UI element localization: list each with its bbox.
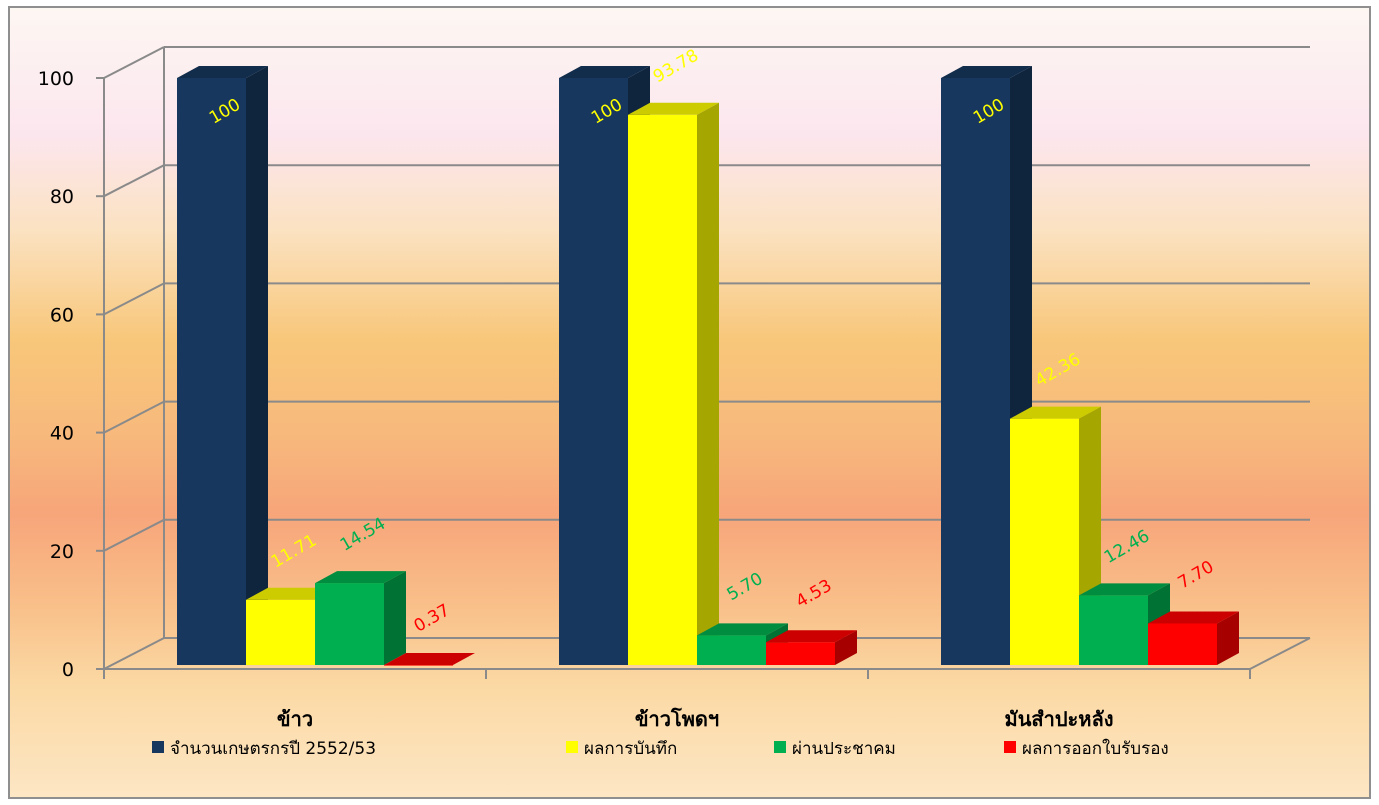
bar: [628, 114, 697, 666]
bar-side: [384, 571, 406, 665]
y-tick-label: 40: [50, 423, 74, 445]
data-label: 11.71: [268, 531, 320, 573]
x-tick-label: มันสำปะหลัง: [1005, 707, 1114, 731]
bar: [766, 642, 835, 665]
legend-swatch: [152, 741, 164, 753]
data-label: 12.46: [1101, 526, 1153, 568]
y-tick-label: 0: [62, 659, 74, 681]
bar-top: [941, 66, 1032, 78]
x-tick-label: ข้าวโพดฯ: [635, 707, 719, 731]
bar-top: [1148, 611, 1239, 624]
legend-label: ผลการออกใบรับรอง: [1022, 738, 1169, 759]
bar-top: [559, 66, 650, 78]
bar: [697, 635, 766, 665]
bar-top: [246, 587, 337, 600]
floor-edge: [1249, 637, 1311, 670]
bar: [384, 665, 453, 666]
data-label: 93.78: [650, 46, 702, 88]
bar: [1010, 418, 1079, 665]
bar-side: [1217, 611, 1239, 665]
bar: [1148, 623, 1217, 665]
bars-layer: [177, 66, 1239, 666]
bar: [177, 78, 246, 665]
legend-swatch: [774, 741, 786, 753]
bar-top: [177, 66, 268, 78]
x-tick-label: ข้าว: [277, 707, 313, 731]
gridline-side: [103, 518, 165, 552]
legend-label: ผ่านประชาคม: [792, 739, 896, 759]
legend-swatch: [1004, 741, 1016, 753]
gridline-side: [103, 164, 165, 198]
bar: [941, 78, 1010, 665]
data-label: 42.36: [1032, 349, 1084, 391]
legend-swatch: [566, 741, 578, 753]
data-label: 0.37: [411, 600, 454, 636]
legend-label: จำนวนเกษตรกรปี 2552/53: [170, 739, 376, 759]
legend: จำนวนเกษตรกรปี 2552/53 ผลการบันทึก ผ่านประ…: [152, 738, 1169, 759]
bar: [315, 583, 384, 665]
bar-top: [315, 571, 406, 584]
gridline-side: [103, 282, 165, 316]
bar-top: [384, 653, 475, 665]
bar-side: [835, 630, 857, 665]
data-label: 4.53: [793, 576, 836, 612]
bar-side: [697, 102, 719, 666]
bar-side: [246, 66, 268, 665]
data-label: 7.70: [1175, 557, 1218, 593]
axis-layer: 0 20 40 60 80 100 ข้าว ข้าวโพดฯ มันสำปะหลัง: [38, 47, 1311, 731]
y-tick-label: 20: [50, 541, 74, 563]
grid-layer: [103, 46, 1310, 670]
y-tick-label: 100: [38, 68, 74, 90]
data-label: 5.70: [724, 569, 767, 605]
bar-top: [1010, 406, 1101, 419]
bar-top: [766, 630, 857, 643]
y-tick-label: 80: [50, 186, 74, 208]
bar: [559, 78, 628, 665]
chart-frame: 0 20 40 60 80 100 ข้าว ข้าวโพดฯ มันสำปะหลัง 100 1…: [8, 6, 1371, 799]
bar-top: [697, 623, 788, 636]
gridline-side: [103, 637, 165, 670]
bar-top: [628, 102, 719, 115]
bar-top: [1079, 583, 1170, 596]
gridline-side: [103, 46, 165, 79]
bar: [1079, 595, 1148, 665]
y-tick-label: 60: [50, 304, 74, 326]
bar: [246, 599, 315, 665]
gridline-side: [103, 400, 165, 434]
bar-chart-3d: 0 20 40 60 80 100 ข้าว ข้าวโพดฯ มันสำปะหลัง 100 1…: [38, 46, 1311, 759]
legend-label: ผลการบันทึก: [584, 739, 677, 759]
